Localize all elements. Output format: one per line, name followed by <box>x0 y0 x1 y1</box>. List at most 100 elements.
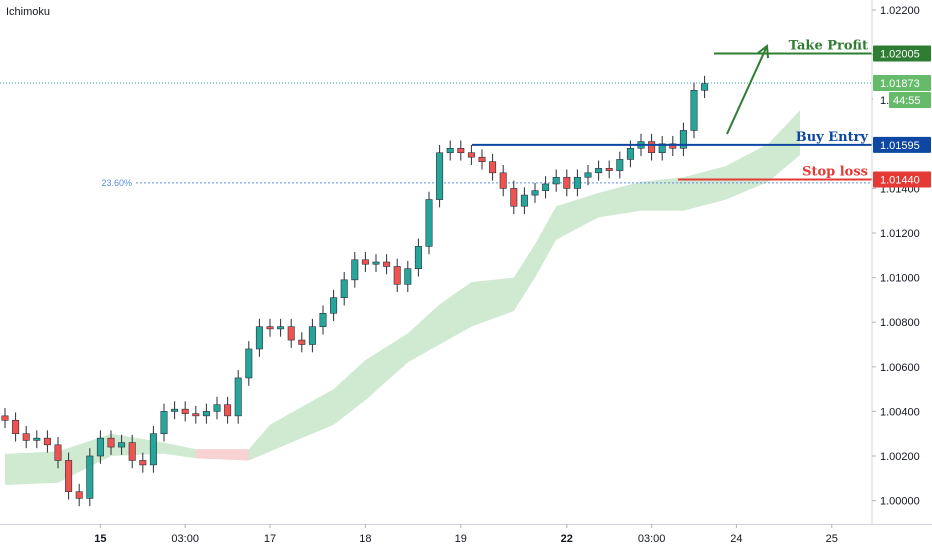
candle <box>118 434 126 455</box>
candle <box>22 425 30 449</box>
candle <box>605 160 613 179</box>
candle-body <box>75 491 83 499</box>
take-profit-tag-box <box>873 45 931 62</box>
time-axis[interactable]: 15 03:00 17 18 19 22 03:00 24 25 <box>94 524 838 545</box>
candle <box>54 437 62 469</box>
candle <box>319 305 327 335</box>
candle-body <box>54 444 62 461</box>
last-price-tag-text: 1.01873 <box>880 78 920 90</box>
candle <box>489 153 497 181</box>
cloud-bearish <box>195 449 249 461</box>
countdown-box <box>889 91 931 108</box>
candle <box>245 341 253 386</box>
time-tick-label: 22 <box>561 533 573 545</box>
candle-body <box>510 188 518 207</box>
candle-body <box>690 90 698 131</box>
candle-body <box>139 460 147 466</box>
candle-body <box>436 152 444 200</box>
time-tick-label: 24 <box>730 533 742 545</box>
candle-body <box>393 266 401 285</box>
candle <box>213 396 221 420</box>
candle <box>33 430 41 449</box>
candle-body <box>213 404 221 412</box>
price-tick-label: 1.02200 <box>880 5 920 17</box>
candle <box>542 176 550 199</box>
time-tick-label: 25 <box>826 533 838 545</box>
candle <box>531 182 539 203</box>
candle <box>287 318 295 348</box>
candle <box>75 483 83 507</box>
candle <box>372 254 380 273</box>
candle <box>277 318 285 337</box>
candle <box>298 332 306 353</box>
candle-body <box>245 348 253 379</box>
candle-body <box>224 404 232 417</box>
time-tick-label: 03:00 <box>171 533 199 545</box>
candle-body <box>192 413 200 417</box>
candle-body <box>160 411 168 434</box>
candle-body <box>255 326 263 350</box>
take-profit-label: Take Profit <box>789 39 868 54</box>
candle-body <box>266 326 274 330</box>
buy-entry-tag-box <box>873 136 931 153</box>
candle <box>192 405 200 424</box>
stop-loss-tag-box <box>873 171 931 188</box>
candle <box>467 144 475 166</box>
candle <box>128 434 136 469</box>
candle <box>361 251 369 273</box>
fib-label: 23.60% <box>101 178 132 188</box>
candle-body <box>520 194 528 207</box>
candle-body <box>96 437 104 457</box>
candle <box>1 408 9 429</box>
candle-body <box>414 246 422 269</box>
candle-body <box>181 408 189 414</box>
price-tick-label: 1.00000 <box>880 496 920 508</box>
candle-body <box>107 437 115 448</box>
arrow-head <box>757 44 769 59</box>
candle-body <box>22 433 30 441</box>
candle-body <box>202 411 210 417</box>
candle-body <box>563 176 571 189</box>
candle-body <box>531 190 539 196</box>
candle <box>701 75 709 99</box>
candle <box>12 412 20 442</box>
candle <box>351 251 359 288</box>
candle-body <box>467 152 475 158</box>
candle-body <box>128 442 136 461</box>
candle-body <box>149 433 157 466</box>
cloud-bullish <box>5 110 800 485</box>
candle <box>648 133 656 161</box>
projection-arrow[interactable] <box>726 44 769 135</box>
candle-body <box>701 83 709 91</box>
candle <box>234 370 242 424</box>
candle <box>224 396 232 424</box>
candle <box>414 238 422 277</box>
candle-body <box>1 415 9 421</box>
candle <box>383 254 391 275</box>
last-price-tag-box <box>873 74 931 91</box>
candle-body <box>658 143 666 154</box>
candle <box>171 401 179 420</box>
candle-body <box>425 199 433 247</box>
candle <box>457 140 465 161</box>
candle <box>446 140 454 161</box>
candle-body <box>626 147 634 160</box>
time-tick-label: 19 <box>455 533 467 545</box>
candle-body <box>648 141 656 154</box>
candle <box>616 151 624 179</box>
ichimoku-cloud <box>5 110 800 485</box>
candle-body <box>118 442 126 448</box>
candle-body <box>404 268 412 285</box>
candle <box>107 430 115 455</box>
candle <box>43 430 51 453</box>
candle-body <box>361 259 369 265</box>
trade-levels[interactable]: Take Profit Buy Entry Stop loss <box>0 39 872 181</box>
candle-body <box>298 339 306 345</box>
candle <box>139 452 147 473</box>
candle-body <box>171 408 179 412</box>
time-tick-label: 17 <box>264 533 276 545</box>
candle <box>404 260 412 293</box>
candle-body <box>287 326 295 341</box>
candle <box>202 403 210 424</box>
